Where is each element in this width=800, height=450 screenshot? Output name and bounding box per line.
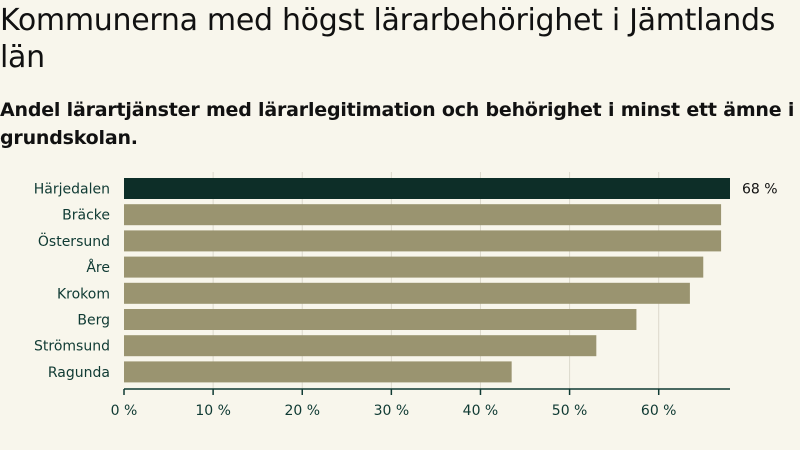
bar-5	[124, 282, 690, 304]
category-label-3: Östersund	[38, 232, 110, 250]
bar-4	[124, 256, 704, 278]
category-label-6: Berg	[77, 313, 110, 329]
category-label-1: Härjedalen	[34, 182, 110, 198]
bar-1	[124, 178, 730, 199]
category-label-2: Bräcke	[62, 208, 110, 224]
data-label-1: 68 %	[742, 182, 778, 198]
category-label-4: Åre	[86, 259, 110, 276]
bar-6	[124, 309, 637, 330]
x-tick-label-20: 20 %	[284, 403, 320, 419]
x-tick-label-40: 40 %	[463, 403, 499, 419]
bar-2	[124, 204, 722, 226]
x-tick-label-10: 10 %	[195, 403, 231, 419]
category-label-5: Krokom	[57, 286, 110, 302]
category-label-8: Ragunda	[48, 365, 110, 381]
x-tick-label-0: 0 %	[111, 403, 138, 419]
x-tick-label-50: 50 %	[552, 403, 588, 419]
x-tick-label-30: 30 %	[374, 403, 410, 419]
bar-8	[124, 361, 512, 383]
bar-3	[124, 230, 722, 252]
chart-title: Kommunerna med högst lärarbehörighet i J…	[0, 3, 776, 75]
x-tick-label-60: 60 %	[641, 403, 677, 419]
category-label-7: Strömsund	[34, 339, 110, 355]
bar-chart: Härjedalen Bräcke Östersund Åre Krokom Berg St…	[34, 172, 778, 419]
bar-7	[124, 335, 597, 357]
chart-subtitle: Andel lärartjänster med lärarlegitimatio…	[0, 99, 795, 149]
